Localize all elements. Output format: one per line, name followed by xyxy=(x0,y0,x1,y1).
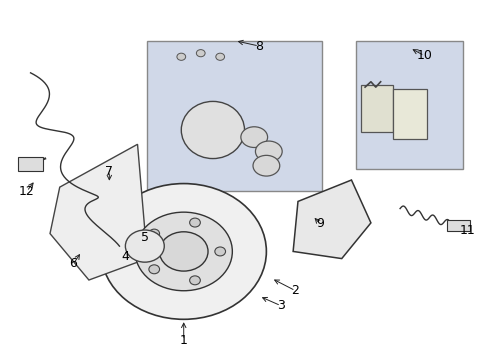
Text: 9: 9 xyxy=(315,217,323,230)
FancyBboxPatch shape xyxy=(361,85,392,132)
Ellipse shape xyxy=(177,53,185,60)
Text: 7: 7 xyxy=(105,165,113,177)
FancyBboxPatch shape xyxy=(19,157,42,171)
Text: 6: 6 xyxy=(69,257,77,270)
Text: 8: 8 xyxy=(255,40,263,53)
Ellipse shape xyxy=(125,230,164,262)
Ellipse shape xyxy=(189,218,200,227)
Polygon shape xyxy=(292,180,370,258)
Ellipse shape xyxy=(241,127,267,148)
Text: 2: 2 xyxy=(291,284,299,297)
Text: 10: 10 xyxy=(416,49,431,62)
FancyBboxPatch shape xyxy=(147,41,322,191)
Text: 12: 12 xyxy=(19,185,35,198)
Text: 5: 5 xyxy=(141,231,148,244)
Ellipse shape xyxy=(159,232,207,271)
Ellipse shape xyxy=(101,184,266,319)
Text: 3: 3 xyxy=(277,299,285,312)
Text: 11: 11 xyxy=(458,224,474,237)
Ellipse shape xyxy=(255,141,282,162)
Ellipse shape xyxy=(252,156,279,176)
Ellipse shape xyxy=(196,50,204,57)
Ellipse shape xyxy=(189,276,200,285)
Polygon shape xyxy=(50,144,147,280)
Ellipse shape xyxy=(135,212,232,291)
Ellipse shape xyxy=(148,229,159,238)
FancyBboxPatch shape xyxy=(447,220,468,231)
Ellipse shape xyxy=(214,247,225,256)
Text: 4: 4 xyxy=(121,250,129,263)
Text: 1: 1 xyxy=(180,333,187,347)
Ellipse shape xyxy=(181,102,244,158)
FancyBboxPatch shape xyxy=(356,41,462,169)
Ellipse shape xyxy=(148,265,159,274)
Ellipse shape xyxy=(215,53,224,60)
FancyBboxPatch shape xyxy=(392,89,426,139)
